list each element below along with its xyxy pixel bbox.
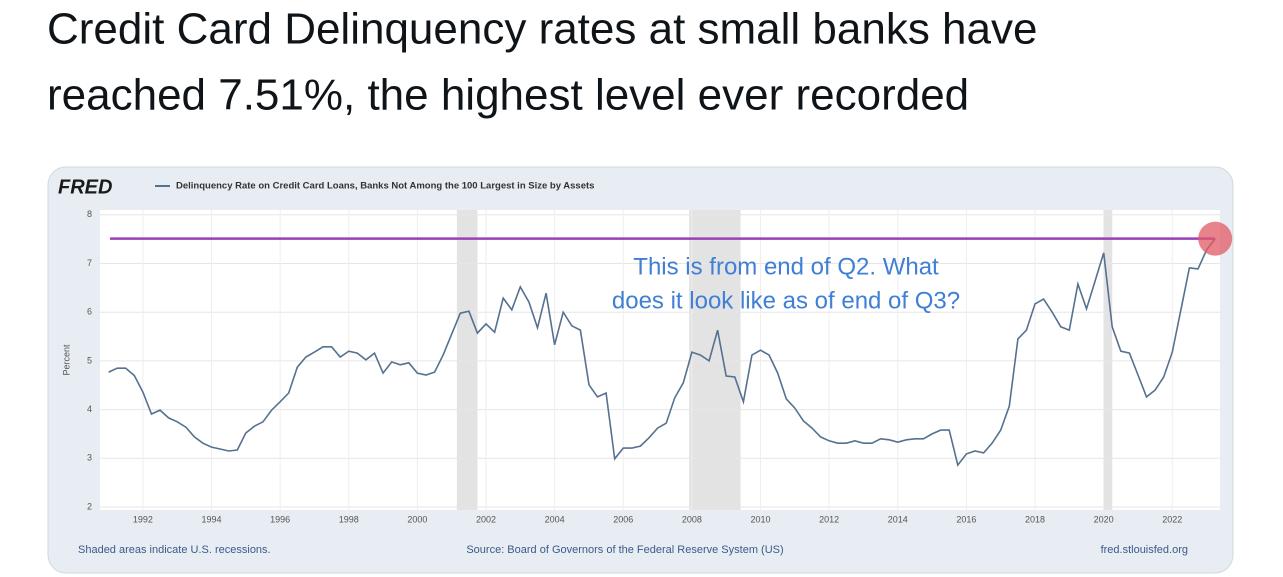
tweet-text: reached 7.51%, the highest level ever re… [47,71,969,120]
x-tick-label: 1998 [339,514,359,524]
brand: FRED [58,176,112,198]
series-line [108,238,1216,467]
x-tick-label: 2010 [751,514,771,524]
y-tick-label: 8 [87,209,92,219]
footer-note: Shaded areas indicate U.S. recessions. [78,544,271,556]
footer-site: fred.stlouisfed.org [1101,544,1188,556]
x-tick-label: 2004 [545,514,565,524]
y-tick-label: 2 [87,501,92,511]
plot-area [100,210,1220,510]
recession-band [456,210,478,510]
x-tick-label: 2002 [476,514,496,524]
x-tick-label: 2012 [819,514,839,524]
y-tick-label: 3 [87,453,92,463]
footer-source: Source: Board of Governors of the Federa… [466,544,783,556]
x-tick-label: 2006 [613,514,633,524]
x-tick-label: 2000 [407,514,427,524]
y-tick-label: 7 [87,258,92,268]
recession-band [689,210,741,510]
x-tick-label: 2020 [1094,514,1114,524]
y-tick-label: 6 [87,307,92,317]
x-tick-label: 2008 [682,514,702,524]
x-tick-label: 2016 [956,514,976,524]
y-axis-label: Percent [61,344,71,376]
recession-band [1103,210,1113,510]
highlight-circle [1198,221,1233,256]
x-tick-label: 2022 [1162,514,1182,524]
tweet-text: Credit Card Delinquency rates at small b… [47,5,1037,54]
y-tick-label: 5 [87,355,92,365]
y-tick-label: 4 [87,404,92,414]
x-tick-label: 2018 [1025,514,1045,524]
x-tick-label: 2014 [888,514,908,524]
legend-label: Delinquency Rate on Credit Card Loans, B… [176,181,594,192]
annotation: does it look like as of end of Q3? [612,287,960,314]
x-tick-label: 1992 [133,514,153,524]
x-tick-label: 1994 [202,514,222,524]
annotation: This is from end of Q2. What [633,253,939,280]
x-tick-label: 1996 [270,514,290,524]
